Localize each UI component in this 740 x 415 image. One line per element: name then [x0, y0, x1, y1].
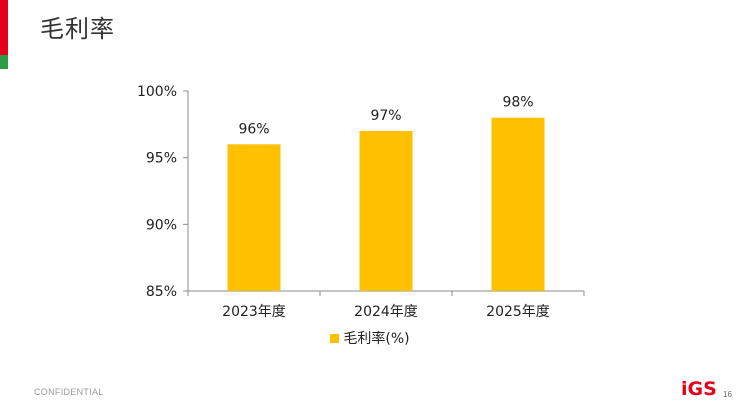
confidential-label: CONFIDENTIAL	[34, 387, 104, 397]
y-tick-label: 90%	[146, 217, 177, 233]
data-label: 96%	[238, 121, 269, 137]
company-logo: iGS	[681, 378, 717, 400]
slide-title: 毛利率	[40, 15, 115, 43]
legend-label: 毛利率(%)	[343, 331, 410, 347]
data-label: 97%	[370, 108, 401, 124]
accent-bar-green	[0, 55, 8, 69]
data-label: 98%	[502, 95, 533, 111]
x-tick-label: 2025年度	[486, 304, 550, 320]
bar	[491, 117, 545, 292]
y-tick-label: 95%	[146, 151, 177, 167]
bar	[227, 144, 281, 291]
x-tick-label: 2023年度	[222, 304, 286, 320]
page-number: 16	[723, 390, 732, 399]
x-tick-label: 2024年度	[354, 304, 418, 320]
accent-bar-red	[0, 0, 8, 55]
logo-text: iGS	[681, 378, 717, 400]
chart-legend: 毛利率(%)	[0, 328, 740, 348]
legend-swatch	[330, 333, 340, 343]
y-tick-label: 100%	[137, 84, 177, 100]
bar	[359, 131, 413, 291]
y-tick-label: 85%	[146, 284, 177, 300]
